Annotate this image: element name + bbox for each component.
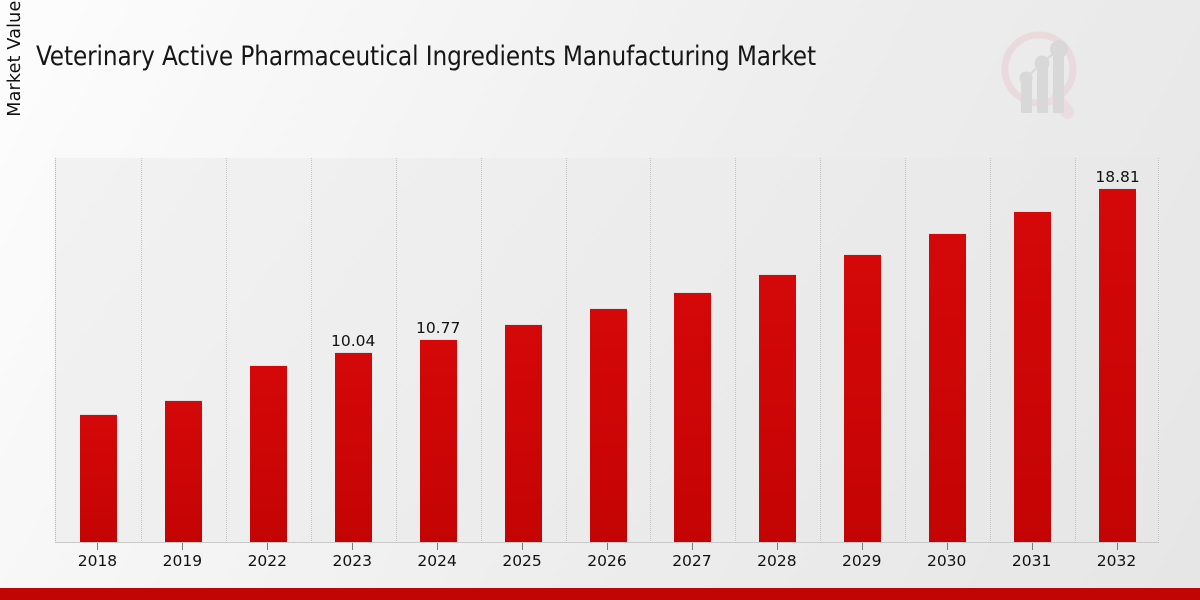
bar-2032[interactable] [1099,187,1137,542]
bar-2026[interactable] [589,308,627,542]
magnifier-bar-chart-logo-icon [1001,31,1077,119]
gridline-vertical [820,158,822,543]
x-tick-2026 [607,543,608,550]
bottom-accent-strip [0,588,1200,600]
chart-header: Veterinary Active Pharmaceutical Ingredi… [0,0,1200,150]
bar-2018[interactable] [79,413,117,542]
x-tick-2023 [352,543,354,550]
y-axis-label: Market Value in USD Billion [0,0,30,188]
gridline-vertical [990,158,992,543]
x-tick-2028 [776,543,778,550]
x-tick-label-2024: 2024 [417,552,457,570]
x-tick-2019 [182,543,184,550]
bar-2023[interactable] [334,352,372,542]
gridline-vertical [395,158,397,543]
x-tick-2018 [97,543,99,550]
bar-value-label-2024: 10.77 [415,318,461,337]
x-tick-2029 [861,543,863,550]
x-tick-2027 [691,543,693,550]
gridline-vertical [735,158,737,543]
bar-2029[interactable] [844,254,882,542]
x-tick-2022 [267,543,269,550]
bar-2031[interactable] [1014,210,1052,542]
bar-2025[interactable] [504,324,542,542]
x-tick-label-2028: 2028 [757,552,797,570]
x-tick-2030 [946,543,948,550]
x-tick-label-2027: 2027 [672,552,712,570]
x-tick-2032 [1116,543,1118,550]
x-axis: 2018 2019 2022 2023 2024 2025 2026 2027 2028 2029… [55,543,1159,583]
x-tick-label-2022: 2022 [247,552,288,570]
bar-value-label-2023: 10.04 [331,332,376,351]
gridline-vertical [905,158,907,543]
gridline-vertical [1075,158,1077,543]
x-tick-label-2031: 2031 [1011,552,1052,570]
x-tick-label-2026: 2026 [587,552,627,570]
x-tick-label-2018: 2018 [77,552,118,570]
gridline-vertical [140,158,142,543]
x-tick-label-2032: 2032 [1096,552,1137,570]
x-tick-label-2025: 2025 [502,552,542,570]
bar-2022[interactable] [249,365,287,542]
gridline-vertical [565,158,567,543]
bar-2027[interactable] [674,291,712,542]
bar-value-label-2032: 18.81 [1095,167,1140,186]
x-tick-label-2030: 2030 [926,552,967,570]
x-tick-label-2023: 2023 [332,552,372,570]
bar-2028[interactable] [759,273,797,542]
x-tick-2031 [1031,543,1033,550]
bar-2024[interactable] [419,338,457,542]
bar-2030[interactable] [929,233,967,542]
gridline-vertical [480,158,482,543]
y-axis-label-text: Market Value in USD Billion [5,0,25,117]
gridline-vertical [650,158,652,543]
x-tick-2025 [522,543,524,550]
gridline-vertical [310,158,312,543]
x-tick-2024 [437,543,439,550]
plot-area: 10.04 10.77 18.81 [55,158,1159,543]
x-tick-label-2029: 2029 [842,552,882,570]
page-title: Veterinary Active Pharmaceutical Ingredi… [36,41,816,72]
bar-2019[interactable] [164,399,202,542]
x-tick-label-2019: 2019 [162,552,203,570]
gridline-vertical [225,158,227,543]
